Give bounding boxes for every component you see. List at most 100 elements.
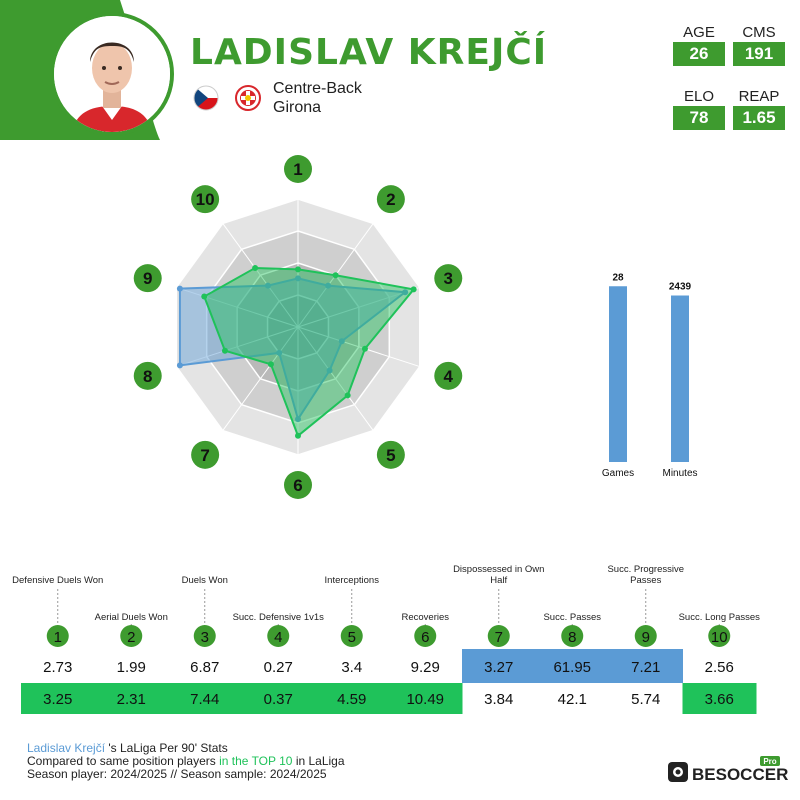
radar-axis-badge	[133, 264, 162, 293]
besoccer-logo: BESOCCER Pro	[668, 756, 788, 784]
table-player-value: 3.4	[341, 659, 362, 676]
bar	[609, 286, 627, 462]
radar-spoke	[222, 326, 299, 431]
table-column-number: 6	[421, 629, 429, 646]
stat-label: CMS	[742, 24, 776, 41]
player-avatar	[50, 12, 174, 136]
player-position: Centre-Back	[273, 80, 362, 97]
radar-axis-label: 3	[444, 269, 453, 288]
top10-series-point	[410, 286, 417, 293]
footer-line-2-post: in LaLiga	[292, 754, 345, 768]
radar-spoke	[176, 286, 299, 328]
table-column-label: Aerial Duels Won	[95, 612, 168, 623]
stat-label: REAP	[738, 88, 780, 105]
table-top10-value: 10.49	[406, 691, 444, 708]
table-player-value: 2.56	[705, 659, 734, 676]
table-column-badge	[120, 625, 143, 647]
bar-chart: 28 Games 2439 Minutes	[602, 272, 698, 479]
table-column-badge	[267, 625, 290, 647]
radar-axis-badge	[284, 471, 312, 499]
player-series-point	[264, 282, 271, 289]
footer-notes: Ladislav Krejčí 's LaLiga Per 90' Stats …	[27, 742, 345, 781]
table-column-badge	[414, 625, 437, 647]
table-column-badge	[193, 625, 216, 647]
footer-player-name: Ladislav Krejčí	[27, 741, 106, 755]
table-column-number: 3	[201, 629, 209, 646]
player-series-point	[402, 289, 409, 296]
table-top10-value: 3.66	[705, 691, 734, 708]
player-cell-bg	[609, 649, 683, 683]
bar-value-label: 28	[612, 272, 624, 283]
radar-spoke	[297, 286, 420, 328]
table-column-label: Dispossessed in Own	[453, 564, 544, 575]
top10-cell-bg	[682, 683, 757, 714]
radar-axis-label: 10	[196, 190, 215, 209]
player-cell-bg	[535, 649, 610, 683]
top10-series-point	[267, 361, 274, 368]
table-column-number: 4	[274, 629, 282, 646]
czech-flag-icon	[193, 85, 219, 111]
footer-line-1: Ladislav Krejčí 's LaLiga Per 90' Stats	[27, 742, 345, 755]
table-column-label: Passes	[630, 575, 661, 586]
stat-reap: REAP 1.65	[733, 88, 785, 130]
radar-spoke	[297, 326, 420, 368]
table-player-value: 6.87	[190, 659, 219, 676]
top10-cell-bg	[315, 683, 389, 714]
top10-series-point	[295, 266, 301, 273]
table-player-value: 9.29	[411, 659, 440, 676]
radar-axis-label: 8	[143, 367, 152, 386]
radar-axis-label: 7	[200, 446, 209, 465]
table-player-value: 7.21	[631, 659, 660, 676]
player-series-point	[325, 282, 332, 289]
player-series-point	[295, 275, 301, 282]
radar-axis-label: 6	[293, 476, 302, 495]
player-team: Girona	[273, 99, 322, 116]
table-column-label: Succ. Long Passes	[679, 612, 761, 623]
player-name: LADISLAV KREJČÍ	[190, 32, 548, 73]
stat-value: 1.65	[733, 106, 785, 130]
table-column-label: Recoveries	[401, 612, 449, 623]
footer-line-2-pre: Compared to same position players	[27, 754, 220, 768]
player-series-point	[326, 367, 333, 374]
player-series-point	[338, 338, 345, 345]
radar-spoke	[222, 223, 299, 328]
stat-label: ELO	[683, 88, 714, 105]
top10-cell-bg	[21, 683, 95, 714]
table-player-value: 0.27	[264, 659, 293, 676]
player-series-point	[176, 285, 183, 292]
radar-axis-label: 4	[444, 367, 454, 386]
radar-axis-label: 1	[293, 160, 302, 179]
table-column-badge	[708, 625, 731, 647]
table-top10-value: 3.25	[43, 691, 72, 708]
table-column-badge	[487, 625, 510, 647]
player-series-point	[176, 362, 183, 369]
radar-spoke	[297, 326, 374, 431]
radar-axis-badge	[133, 361, 162, 390]
top10-series-point	[252, 264, 259, 271]
stat-value: 78	[673, 106, 725, 130]
radar-axis-badge	[434, 361, 463, 390]
table-player-value: 1.99	[117, 659, 146, 676]
table-top10-value: 4.59	[337, 691, 366, 708]
table-column-badge	[561, 625, 584, 647]
bar-value-label: 2439	[669, 282, 692, 293]
footer-top10-highlight: in the TOP 10	[219, 754, 293, 768]
radar-axis-badge	[434, 264, 463, 293]
table-top10-value: 2.31	[117, 691, 146, 708]
table-top10-value: 5.74	[631, 691, 660, 708]
table-column-label: Succ. Progressive	[607, 564, 684, 575]
table-column-label: Succ. Passes	[543, 612, 601, 623]
top10-cell-bg	[388, 683, 463, 714]
player-series-point	[276, 349, 283, 356]
logo-text: BESOCCER	[692, 765, 788, 784]
table-column-badge	[46, 625, 69, 647]
top10-series-point	[332, 272, 339, 279]
bar	[671, 295, 689, 462]
table-player-value: 2.73	[43, 659, 72, 676]
radar-chart: 1 2 3 4 5 6 7 8 9 10	[133, 155, 463, 499]
table-top10-value: 7.44	[190, 691, 219, 708]
radar-axis-badge	[376, 440, 405, 469]
table-column-number: 5	[348, 629, 356, 646]
table-column-badge	[340, 625, 363, 647]
top10-series-point	[344, 392, 351, 399]
